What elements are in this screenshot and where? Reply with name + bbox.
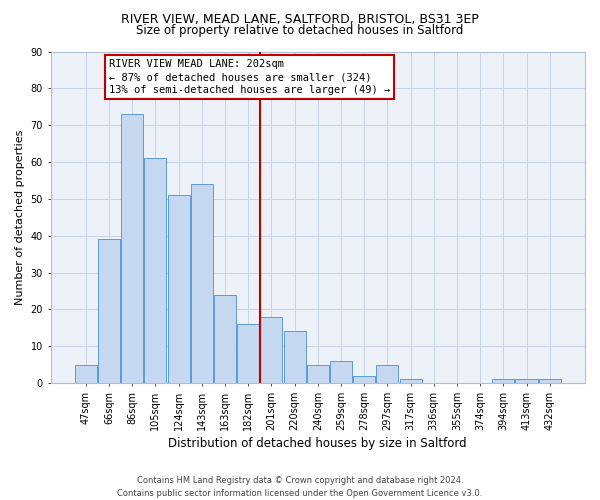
- Text: Size of property relative to detached houses in Saltford: Size of property relative to detached ho…: [136, 24, 464, 37]
- Y-axis label: Number of detached properties: Number of detached properties: [15, 130, 25, 305]
- Bar: [330, 361, 352, 383]
- Text: RIVER VIEW MEAD LANE: 202sqm
← 87% of detached houses are smaller (324)
13% of s: RIVER VIEW MEAD LANE: 202sqm ← 87% of de…: [109, 59, 391, 96]
- Bar: [167, 195, 190, 383]
- Bar: [492, 380, 514, 383]
- Bar: [191, 184, 213, 383]
- Bar: [353, 376, 375, 383]
- Bar: [121, 114, 143, 383]
- X-axis label: Distribution of detached houses by size in Saltford: Distribution of detached houses by size …: [169, 437, 467, 450]
- Bar: [376, 364, 398, 383]
- Bar: [284, 332, 305, 383]
- Bar: [515, 380, 538, 383]
- Bar: [237, 324, 259, 383]
- Bar: [400, 380, 422, 383]
- Text: RIVER VIEW, MEAD LANE, SALTFORD, BRISTOL, BS31 3EP: RIVER VIEW, MEAD LANE, SALTFORD, BRISTOL…: [121, 12, 479, 26]
- Bar: [260, 316, 283, 383]
- Bar: [75, 364, 97, 383]
- Bar: [214, 294, 236, 383]
- Bar: [98, 240, 120, 383]
- Text: Contains HM Land Registry data © Crown copyright and database right 2024.
Contai: Contains HM Land Registry data © Crown c…: [118, 476, 482, 498]
- Bar: [145, 158, 166, 383]
- Bar: [307, 364, 329, 383]
- Bar: [539, 380, 561, 383]
